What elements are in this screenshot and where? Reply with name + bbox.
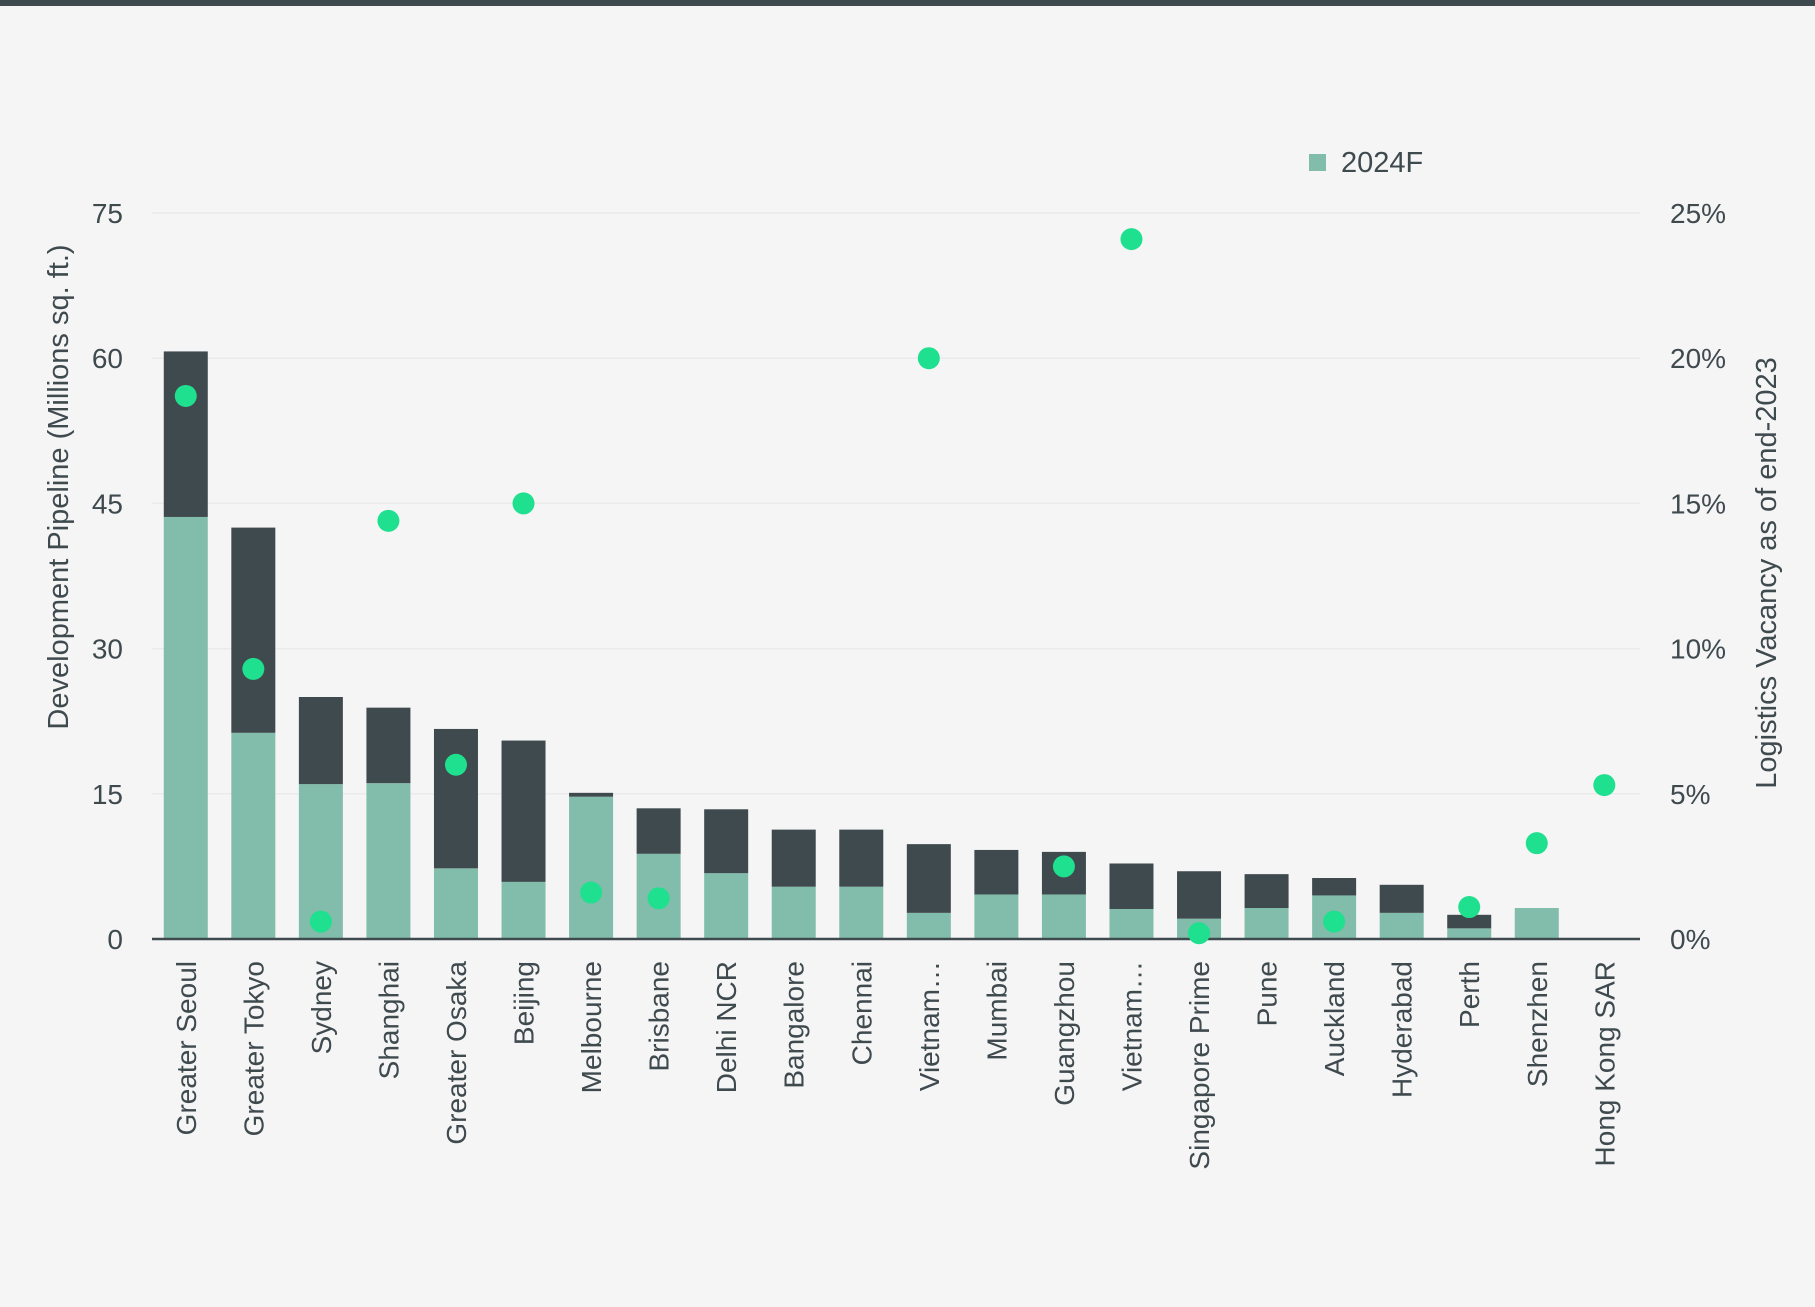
bar-segment-remaining xyxy=(163,351,208,517)
tick-labels: 0 15 30 45 60 75 0% 5% 10% 15% 20% 25% Greater Seoul… xyxy=(92,198,1726,1170)
bar-segment-2024f xyxy=(501,881,546,939)
legend: 2024F xyxy=(1309,147,1423,179)
y2-tick-label: 15% xyxy=(1670,488,1726,519)
vacancy-point xyxy=(917,347,940,370)
vacancy-point xyxy=(1323,910,1346,933)
category-label: Hong Kong SAR xyxy=(1589,961,1620,1166)
y2-tick-label: 10% xyxy=(1670,634,1726,665)
category-label: Sydney xyxy=(306,961,337,1054)
y2-tick-label: 25% xyxy=(1670,198,1726,229)
category-label: Vietnam… xyxy=(1116,961,1147,1091)
vacancy-point xyxy=(377,509,400,532)
bar-segment-2024f xyxy=(704,873,749,939)
category-label: Perth xyxy=(1454,961,1485,1028)
legend-swatch-2024f xyxy=(1309,154,1326,171)
vacancy-point xyxy=(242,657,265,680)
bar-segment-remaining xyxy=(501,740,546,882)
category-label: Pune xyxy=(1252,961,1283,1026)
vacancy-point xyxy=(174,384,197,407)
bar-segment-remaining xyxy=(569,792,614,797)
vacancy-point xyxy=(512,492,535,515)
bar-segment-remaining xyxy=(1312,878,1357,896)
vacancy-point xyxy=(444,753,467,776)
bar-segment-2024f xyxy=(433,868,478,939)
bar-segment-2024f xyxy=(1244,908,1289,939)
bar-segment-2024f xyxy=(771,886,816,939)
category-label: Brisbane xyxy=(644,961,675,1072)
category-label: Greater Osaka xyxy=(441,961,472,1145)
bar-segment-2024f xyxy=(569,796,614,939)
bar-segment-2024f xyxy=(974,894,1019,939)
bar-segment-2024f xyxy=(839,886,884,939)
vacancy-point xyxy=(1188,922,1211,945)
bar-segment-2024f xyxy=(163,516,208,939)
y-tick-label: 60 xyxy=(92,343,123,374)
bar-segment-remaining xyxy=(636,808,681,854)
y2-tick-label: 20% xyxy=(1670,343,1726,374)
y2-axis-title: Logistics Vacancy as of end-2023 xyxy=(1751,357,1783,789)
vacancy-point xyxy=(1593,774,1616,797)
category-label: Hyderabad xyxy=(1387,961,1418,1098)
category-label: Bangalore xyxy=(779,961,810,1089)
vacancy-point xyxy=(1458,896,1481,919)
vacancy-point xyxy=(1052,855,1075,878)
category-label: Vietnam… xyxy=(914,961,945,1091)
bar-segment-2024f xyxy=(231,732,276,939)
category-label: Melbourne xyxy=(576,961,607,1093)
vacancy-point xyxy=(1120,228,1143,251)
bar-segment-remaining xyxy=(704,809,749,874)
y2-tick-label: 0% xyxy=(1670,924,1710,955)
vacancy-point xyxy=(647,887,670,910)
bar-segment-remaining xyxy=(839,829,884,887)
bar-segment-remaining xyxy=(433,728,478,869)
y2-tick-label: 5% xyxy=(1670,779,1710,810)
category-label: Shenzhen xyxy=(1522,961,1553,1087)
category-label: Auckland xyxy=(1319,961,1350,1076)
y-tick-label: 75 xyxy=(92,198,123,229)
gridlines xyxy=(152,212,1640,795)
bar-segment-remaining xyxy=(1379,884,1424,913)
y-axis-title: Development Pipeline (Millions sq. ft.) xyxy=(43,244,75,729)
bar-segment-remaining xyxy=(1109,863,1154,909)
vacancy-point xyxy=(580,881,603,904)
bar-segment-2024f xyxy=(1109,908,1154,939)
bars xyxy=(163,351,1559,939)
y-tick-label: 15 xyxy=(92,779,123,810)
vacancy-points xyxy=(174,228,1616,945)
bar-segment-remaining xyxy=(1177,871,1222,919)
bar-segment-2024f xyxy=(906,912,951,939)
bar-segment-2024f xyxy=(1514,908,1559,939)
bar-segment-2024f xyxy=(1041,894,1086,939)
bar-segment-remaining xyxy=(298,697,343,785)
category-label: Beijing xyxy=(509,961,540,1045)
vacancy-point xyxy=(309,910,332,933)
bar-segment-remaining xyxy=(974,849,1019,895)
bar-segment-remaining xyxy=(231,527,276,733)
bar-segment-remaining xyxy=(1447,914,1492,929)
category-label: Greater Tokyo xyxy=(238,961,269,1136)
bar-segment-remaining xyxy=(771,829,816,887)
category-label: Shanghai xyxy=(373,961,404,1079)
vacancy-point xyxy=(1525,832,1548,855)
bar-segment-remaining xyxy=(906,844,951,913)
category-label: Guangzhou xyxy=(1049,961,1080,1106)
legend-label: 2024F xyxy=(1341,147,1423,179)
bar-segment-2024f xyxy=(366,783,411,939)
category-label: Chennai xyxy=(846,961,877,1065)
top-border xyxy=(0,0,1815,6)
y-tick-label: 0 xyxy=(107,924,123,955)
bar-segment-remaining xyxy=(366,707,411,784)
bar-segment-remaining xyxy=(1244,874,1289,909)
bar-segment-2024f xyxy=(1447,928,1492,939)
category-label: Delhi NCR xyxy=(711,961,742,1093)
bar-segment-2024f xyxy=(1379,912,1424,939)
y-tick-label: 45 xyxy=(92,488,123,519)
category-label: Singapore Prime xyxy=(1184,961,1215,1170)
y-tick-label: 30 xyxy=(92,634,123,665)
category-label: Greater Seoul xyxy=(171,961,202,1135)
category-label: Mumbai xyxy=(981,961,1012,1061)
